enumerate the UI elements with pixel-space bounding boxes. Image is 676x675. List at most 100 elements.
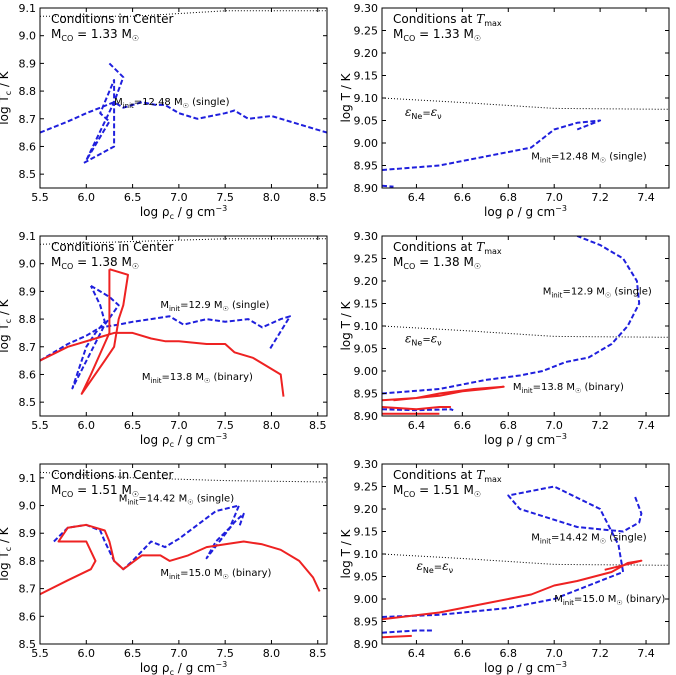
axes-frame bbox=[39, 463, 328, 645]
x-tick-label: 8.5 bbox=[309, 191, 327, 204]
y-tick-label: 9.30 bbox=[354, 458, 379, 471]
x-tick-label: 6.0 bbox=[78, 191, 96, 204]
panel-mco: MCO = 1.51 M☉ bbox=[393, 483, 481, 499]
y-tick-label: 8.90 bbox=[354, 410, 379, 423]
annotation: Minit=12.48 M☉ (single) bbox=[531, 152, 647, 165]
x-tick-label: 7.4 bbox=[637, 647, 655, 660]
y-tick-label: 8.90 bbox=[354, 638, 379, 651]
y-tick-label: 9.15 bbox=[354, 298, 379, 311]
x-tick-label: 6.5 bbox=[124, 191, 142, 204]
x-tick-label: 7.5 bbox=[216, 647, 234, 660]
y-axis-label: log T / K bbox=[339, 528, 353, 578]
y-tick-label: 9.0 bbox=[19, 258, 37, 271]
y-tick-label: 8.5 bbox=[19, 638, 37, 651]
y-tick-label: 8.5 bbox=[19, 168, 37, 181]
annotation: Minit=14.42 M☉ (single) bbox=[531, 533, 647, 546]
y-tick-label: 9.1 bbox=[19, 472, 37, 485]
y-tick-label: 9.15 bbox=[354, 70, 379, 83]
series-ne_nu bbox=[40, 10, 327, 17]
x-tick-label: 6.8 bbox=[500, 191, 518, 204]
x-axis-label: log ρ / g cm−3 bbox=[484, 432, 567, 447]
axes-frame bbox=[39, 7, 328, 189]
y-tick-label: 8.6 bbox=[19, 140, 37, 153]
panel-1: 5.5 6.0 6.5 7.0 7.5 8.0 8.5 8.5 8.6 8.7 8.8 8.9 9.0 9… bbox=[0, 2, 328, 221]
x-axis-label: log ρc / g cm−3 bbox=[140, 432, 227, 449]
y-tick-label: 9.25 bbox=[354, 25, 379, 38]
x-tick-label: 6.6 bbox=[454, 647, 472, 660]
x-tick-label: 7.4 bbox=[637, 191, 655, 204]
axes-frame bbox=[39, 235, 328, 417]
x-axis-label: log ρc / g cm−3 bbox=[140, 660, 227, 675]
x-tick-label: 6.6 bbox=[454, 419, 472, 432]
y-tick-label: 8.95 bbox=[354, 616, 379, 629]
x-tick-label: 7.2 bbox=[591, 191, 609, 204]
y-tick-label: 8.9 bbox=[19, 527, 37, 540]
series-binary bbox=[382, 385, 505, 415]
panel-4: 6.4 6.6 6.8 7.0 7.2 7.4 8.90 8.95 9.00 9.05 9.10 9.… bbox=[339, 230, 670, 447]
x-tick-label: 6.4 bbox=[408, 647, 426, 660]
annotation: Minit=12.9 M☉ (single) bbox=[160, 300, 269, 313]
y-axis-label: log T / K bbox=[339, 300, 353, 350]
y-axis-label: log Tc / K bbox=[0, 298, 13, 353]
y-tick-label: 8.7 bbox=[19, 341, 37, 354]
series-ne_nu bbox=[382, 97, 669, 110]
y-tick-label: 8.90 bbox=[354, 182, 379, 195]
y-tick-label: 8.95 bbox=[354, 388, 379, 401]
y-tick-label: 9.10 bbox=[354, 548, 379, 561]
series-ne_nu bbox=[382, 553, 669, 566]
x-tick-label: 5.5 bbox=[31, 419, 49, 432]
panel-2: 6.4 6.6 6.8 7.0 7.2 7.4 8.90 8.95 9.00 9.05 9.10 9.… bbox=[339, 2, 670, 219]
x-tick-label: 7.0 bbox=[170, 191, 188, 204]
x-tick-label: 8.5 bbox=[309, 419, 327, 432]
x-axis-label: log ρ / g cm−3 bbox=[484, 204, 567, 219]
panel-mco: MCO = 1.33 M☉ bbox=[51, 27, 139, 43]
x-tick-label: 6.5 bbox=[124, 419, 142, 432]
series-binary bbox=[40, 523, 321, 596]
y-tick-label: 9.00 bbox=[354, 593, 379, 606]
series-binary bbox=[382, 559, 643, 639]
panel-mco: MCO = 1.38 M☉ bbox=[393, 255, 481, 271]
x-tick-label: 5.5 bbox=[31, 647, 49, 660]
y-axis-label: log T / K bbox=[339, 72, 353, 122]
y-tick-label: 8.6 bbox=[19, 610, 37, 623]
annotation: Minit=13.8 M☉ (binary) bbox=[513, 382, 624, 395]
series-single bbox=[382, 119, 602, 188]
annotation: Minit=12.9 M☉ (single) bbox=[543, 287, 652, 300]
y-tick-label: 9.1 bbox=[19, 230, 37, 243]
y-tick-label: 9.20 bbox=[354, 503, 379, 516]
x-tick-label: 6.0 bbox=[78, 419, 96, 432]
annotation: Minit=14.42 M☉ (single) bbox=[119, 493, 235, 506]
y-tick-label: 8.7 bbox=[19, 113, 37, 126]
x-tick-label: 6.5 bbox=[124, 647, 142, 660]
panel-title: Conditions in Center bbox=[51, 12, 174, 26]
annotation: εNe=εν bbox=[405, 105, 442, 121]
x-tick-label: 6.4 bbox=[408, 419, 426, 432]
panel-mco: MCO = 1.33 M☉ bbox=[393, 27, 481, 43]
panel-title: Conditions at Tmax bbox=[393, 240, 502, 256]
x-tick-label: 6.6 bbox=[454, 191, 472, 204]
panel-title: Conditions in Center bbox=[51, 468, 174, 482]
y-tick-label: 9.0 bbox=[19, 500, 37, 513]
y-tick-label: 8.8 bbox=[19, 555, 37, 568]
x-tick-label: 8.0 bbox=[263, 419, 281, 432]
annotation: Minit=12.48 M☉ (single) bbox=[114, 97, 230, 110]
x-tick-label: 7.0 bbox=[545, 419, 563, 432]
x-tick-label: 7.5 bbox=[216, 191, 234, 204]
x-tick-label: 7.0 bbox=[545, 191, 563, 204]
x-tick-label: 8.0 bbox=[263, 647, 281, 660]
x-tick-label: 6.8 bbox=[500, 419, 518, 432]
panel-mco: MCO = 1.51 M☉ bbox=[51, 483, 139, 499]
x-tick-label: 6.4 bbox=[408, 191, 426, 204]
y-tick-label: 9.15 bbox=[354, 526, 379, 539]
series-single bbox=[53, 504, 245, 571]
series-single bbox=[382, 485, 643, 634]
y-tick-label: 9.0 bbox=[19, 30, 37, 43]
y-tick-label: 9.1 bbox=[19, 2, 37, 15]
y-tick-label: 9.10 bbox=[354, 92, 379, 105]
y-tick-label: 8.95 bbox=[354, 160, 379, 173]
annotation: Minit=15.0 M☉ (binary) bbox=[554, 594, 665, 607]
x-tick-label: 6.8 bbox=[500, 647, 518, 660]
y-tick-label: 8.8 bbox=[19, 85, 37, 98]
x-tick-label: 7.0 bbox=[545, 647, 563, 660]
